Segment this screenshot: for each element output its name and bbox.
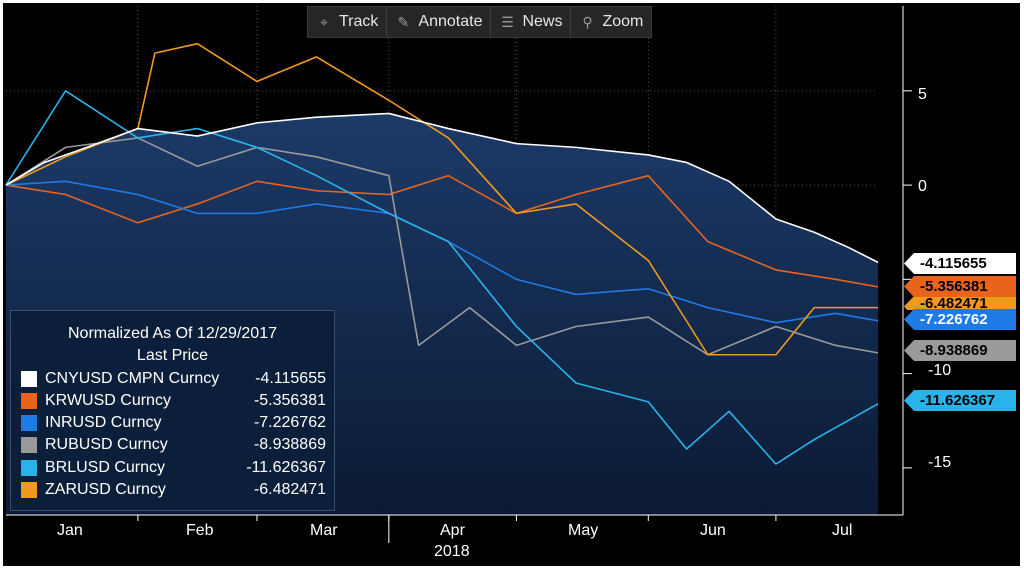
legend-item-value: -6.482471	[253, 481, 326, 498]
news-label: News	[522, 13, 563, 30]
last-value-tag-brl: -11.626367	[904, 390, 1018, 411]
legend-item-value: -11.626367	[246, 459, 326, 476]
legend-item-value: -4.115655	[255, 370, 326, 387]
legend-item[interactable]: KRWUSD Curncy -5.356381	[21, 390, 326, 412]
x-tick-label: Jul	[832, 522, 853, 539]
y-tick-label: 0	[918, 178, 927, 195]
chart-toolbar: ⌖ Track ✎ Annotate ☰ News ⚲ Zoom	[307, 6, 653, 38]
y-tick-label: -10	[928, 362, 952, 379]
x-tick-label: May	[568, 522, 599, 539]
y-tick-label: 5	[918, 86, 927, 103]
crosshair-icon: ⌖	[320, 13, 328, 30]
last-value-tag-inr: -7.226762	[904, 309, 1018, 330]
series-line-rubusd	[5, 137, 879, 356]
zoom-label: Zoom	[602, 13, 644, 30]
x-tick-label: Feb	[186, 522, 214, 539]
x-year-label: 2018	[434, 543, 470, 560]
magnifier-icon: ⚲	[582, 13, 593, 30]
news-icon: ☰	[501, 13, 514, 30]
track-button[interactable]: ⌖ Track	[308, 7, 388, 37]
last-value-tag-rub: -8.938869	[904, 340, 1018, 361]
legend-item[interactable]: BRLUSD Curncy -11.626367	[21, 457, 326, 479]
last-value-tag-krw: -5.356381	[904, 276, 1018, 297]
series-line-cnyusd	[5, 112, 879, 264]
annotate-button[interactable]: ✎ Annotate	[387, 7, 492, 37]
track-label: Track	[339, 13, 379, 30]
legend-item[interactable]: CNYUSD CMPN Curncy -4.115655	[21, 368, 326, 390]
legend-item-name: KRWUSD Curncy	[45, 392, 171, 409]
pencil-icon: ✎	[397, 13, 410, 30]
legend-swatch	[21, 437, 37, 453]
legend-item[interactable]: INRUSD Curncy -7.226762	[21, 412, 326, 434]
legend-item-name: ZARUSD Curncy	[45, 481, 166, 498]
last-value-tag-zar: -6.482471	[904, 296, 1018, 310]
legend-swatch	[21, 371, 37, 387]
legend-swatch	[21, 482, 37, 498]
legend-swatch	[21, 393, 37, 409]
legend-item-name: INRUSD Curncy	[45, 414, 162, 431]
annotate-label: Annotate	[418, 13, 483, 30]
legend-swatch	[21, 460, 37, 476]
legend-item-name: CNYUSD CMPN Curncy	[45, 370, 220, 387]
legend-item[interactable]: RUBUSD Curncy -8.938869	[21, 434, 326, 456]
series-line-brlusd	[5, 90, 879, 465]
zoom-button[interactable]: ⚲ Zoom	[571, 7, 651, 37]
series-line-zarusd	[5, 42, 878, 356]
news-button[interactable]: ☰ News	[491, 7, 572, 37]
x-tick-label: Jan	[57, 522, 83, 539]
last-value-tag-cny: -4.115655	[904, 253, 1018, 274]
x-tick-label: Jun	[700, 522, 726, 539]
legend-item-value: -7.226762	[253, 414, 326, 431]
legend-item-name: RUBUSD Curncy	[45, 436, 168, 453]
legend-item[interactable]: ZARUSD Curncy -6.482471	[21, 479, 326, 501]
legend-title: Normalized As Of 12/29/2017	[67, 325, 277, 342]
chart-legend: Normalized As Of 12/29/2017 Last Price C…	[10, 310, 335, 511]
x-tick-label: Apr	[440, 522, 465, 539]
x-tick-label: Mar	[310, 522, 338, 539]
legend-item-value: -8.938869	[253, 436, 326, 453]
y-tick-label: -15	[928, 454, 952, 471]
legend-item-value: -5.356381	[253, 392, 326, 409]
legend-swatch	[21, 415, 37, 431]
legend-item-name: BRLUSD Curncy	[45, 459, 166, 476]
series-line-krwusd	[5, 174, 879, 288]
legend-subtitle: Last Price	[136, 347, 209, 364]
